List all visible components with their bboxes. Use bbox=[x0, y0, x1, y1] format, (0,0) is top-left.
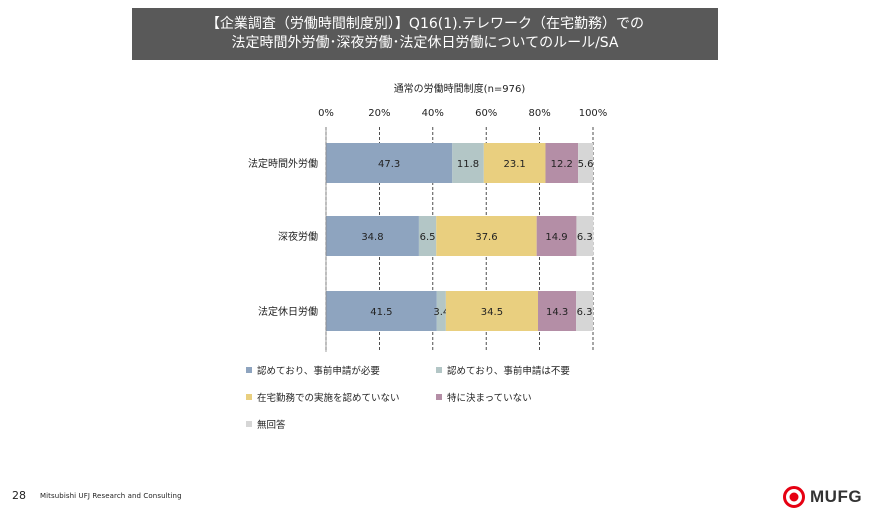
chart-subtitle: 通常の労働時間制度(n=976) bbox=[394, 82, 526, 95]
x-tick-label: 60% bbox=[475, 108, 497, 119]
x-tick-label: 40% bbox=[422, 108, 444, 119]
bar-segment bbox=[483, 143, 546, 183]
bar-segment bbox=[576, 291, 593, 331]
legend-swatch bbox=[246, 367, 252, 373]
mufg-logo: MUFG bbox=[783, 485, 862, 509]
mufg-logo-icon bbox=[783, 486, 805, 508]
x-tick-label: 100% bbox=[579, 108, 608, 119]
legend-swatch bbox=[246, 421, 252, 427]
x-tick-label: 20% bbox=[368, 108, 390, 119]
bar-segment bbox=[436, 291, 446, 331]
data-label: 37.6 bbox=[475, 232, 497, 243]
mufg-logo-text: MUFG bbox=[810, 487, 863, 506]
data-label: 41.5 bbox=[370, 307, 392, 318]
legend-swatch bbox=[436, 394, 442, 400]
company-name: Mitsubishi UFJ Research and Consulting bbox=[40, 492, 182, 500]
legend-swatch bbox=[246, 394, 252, 400]
title-line-1: 【企業調査（労働時間制度別）】Q16(1).テレワーク（在宅勤務）での bbox=[205, 16, 645, 32]
bar-segment bbox=[452, 143, 484, 183]
data-label: 3.4 bbox=[433, 307, 449, 318]
bar-segment bbox=[537, 291, 577, 331]
bar-segment bbox=[445, 291, 538, 331]
category-label: 深夜労働 bbox=[278, 230, 318, 243]
category-label: 法定休日労働 bbox=[258, 305, 318, 318]
legend-label: 特に決まっていない bbox=[447, 392, 532, 404]
title-banner: 【企業調査（労働時間制度別）】Q16(1).テレワーク（在宅勤務）での 法定時間… bbox=[132, 8, 718, 60]
bar-segment bbox=[326, 216, 419, 256]
data-label: 6.3 bbox=[577, 232, 593, 243]
bar-segment bbox=[578, 143, 593, 183]
data-label: 14.9 bbox=[545, 232, 567, 243]
data-label: 23.1 bbox=[504, 159, 526, 170]
category-label: 法定時間外労働 bbox=[248, 157, 318, 170]
legend-swatch bbox=[436, 367, 442, 373]
bar-segment bbox=[536, 216, 577, 256]
bar-segment bbox=[326, 291, 437, 331]
data-label: 6.3 bbox=[577, 307, 593, 318]
data-label: 5.6 bbox=[578, 159, 594, 170]
data-label: 34.8 bbox=[361, 232, 383, 243]
page-number: 28 bbox=[12, 489, 26, 502]
data-label: 34.5 bbox=[481, 307, 503, 318]
x-tick-label: 0% bbox=[318, 108, 334, 119]
legend-label: 在宅勤務での実施を認めていない bbox=[257, 392, 400, 404]
stacked-bar-chart: 通常の労働時間制度(n=976) 0% 20% 40% 60% 80% 100% 法定時間外労… bbox=[246, 82, 608, 431]
legend-label: 認めており、事前申請が必要 bbox=[257, 365, 380, 377]
bar-segment bbox=[418, 216, 437, 256]
legend-label: 認めており、事前申請は不要 bbox=[447, 365, 570, 377]
x-tick-label: 80% bbox=[528, 108, 550, 119]
data-label: 12.2 bbox=[551, 159, 573, 170]
data-label: 11.8 bbox=[457, 159, 479, 170]
bar-segment bbox=[326, 143, 453, 183]
title-line-2: 法定時間外労働･深夜労働･法定休日労働についてのルール/SA bbox=[231, 35, 619, 51]
bar-segment bbox=[436, 216, 537, 256]
bar-segment bbox=[576, 216, 594, 256]
legend-label: 無回答 bbox=[257, 419, 286, 431]
data-label: 47.3 bbox=[378, 159, 400, 170]
data-label: 14.3 bbox=[546, 307, 568, 318]
data-label: 6.5 bbox=[420, 232, 436, 243]
bar-segment bbox=[545, 143, 579, 183]
